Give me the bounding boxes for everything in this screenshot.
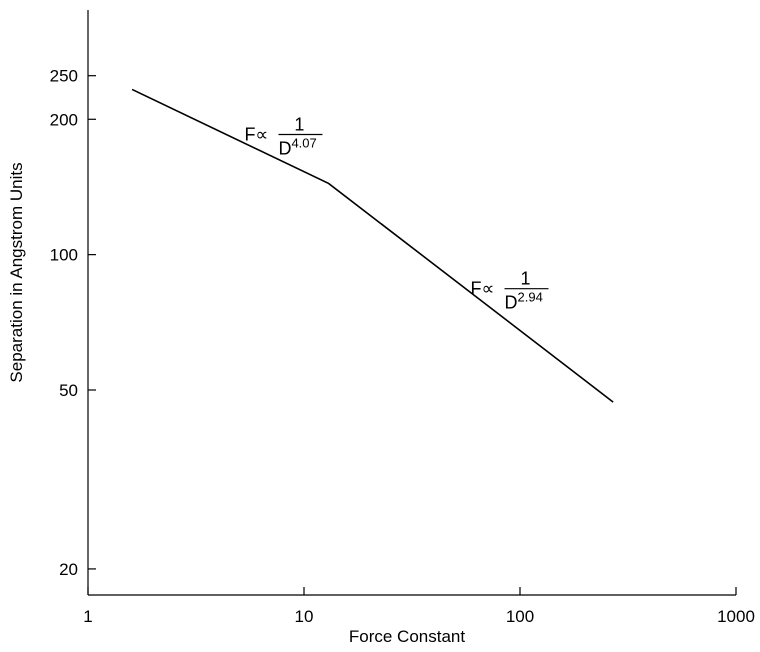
y-tick-label: 200 [50, 110, 78, 129]
annotation-denominator: D4.07 [278, 136, 316, 159]
y-axis-title: Separation in Angstrom Units [7, 162, 26, 382]
series-line [131, 88, 614, 403]
power-law-annotation: F∝ 1D2.94 [471, 269, 549, 313]
x-tick-label: 1000 [717, 607, 755, 626]
x-tick-label: 10 [295, 607, 314, 626]
y-ticks: 20 50 100 200 250 [50, 67, 96, 579]
series-layer [131, 88, 614, 403]
y-tick-label: 100 [50, 246, 78, 265]
x-tick-label: 100 [506, 607, 534, 626]
y-tick-label: 250 [50, 67, 78, 86]
annotation-denominator: D2.94 [505, 290, 543, 313]
power-law-annotation: F∝ 1D4.07 [244, 115, 323, 159]
x-tick-label: 1 [83, 607, 92, 626]
y-tick-label: 50 [59, 381, 78, 400]
y-tick-label: 20 [59, 560, 78, 579]
x-ticks: 1 10 100 1000 [83, 587, 755, 626]
annotation-numerator: 1 [294, 115, 304, 135]
annotation-prefix: F∝ [471, 279, 495, 299]
annotation-prefix: F∝ [244, 125, 268, 145]
axes [87, 10, 736, 596]
annotation-layer: F∝ 1D4.07F∝ 1D2.94 [244, 115, 549, 313]
x-axis-title: Force Constant [349, 627, 465, 646]
annotation-numerator: 1 [520, 269, 530, 289]
